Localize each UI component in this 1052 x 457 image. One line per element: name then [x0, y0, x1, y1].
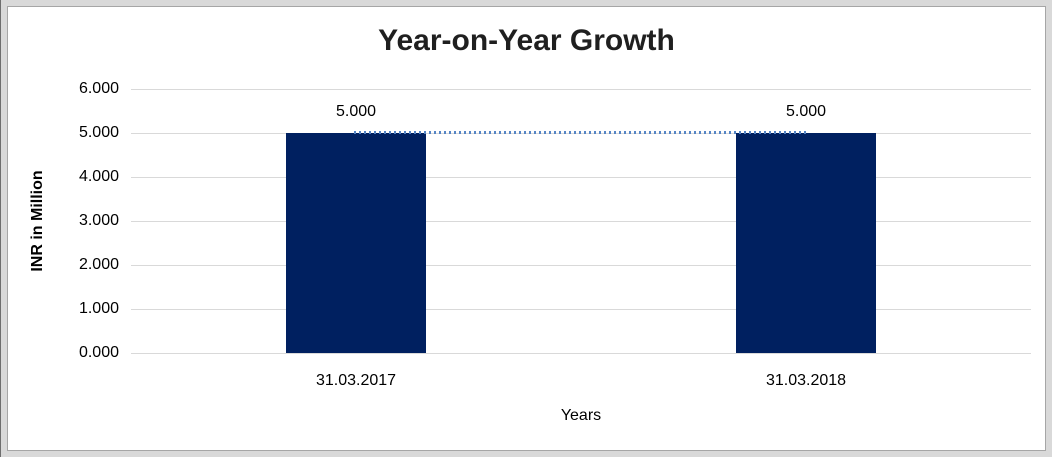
y-tick-label: 3.000: [78, 212, 119, 229]
dotted-trendline: [354, 131, 808, 134]
x-category-label: 31.03.2017: [315, 372, 397, 389]
y-tick-label: 6.000: [78, 80, 119, 97]
y-tick-label: 1.000: [78, 300, 119, 317]
gridline: [131, 265, 1031, 266]
y-tick-label: 5.000: [78, 124, 119, 141]
bar-31.03.2017: [286, 133, 426, 353]
y-tick-label: 4.000: [78, 168, 119, 185]
chart-title: Year-on-Year Growth: [378, 24, 675, 57]
y-tick-label: 2.000: [78, 256, 119, 273]
bar-31.03.2018: [736, 133, 876, 353]
x-axis-title: Years: [560, 407, 602, 424]
chart-canvas: Year-on-Year Growth INR in Million 6.000…: [7, 6, 1046, 451]
gridline: [131, 309, 1031, 310]
gridline: [131, 353, 1031, 354]
bar-data-label: 5.000: [785, 103, 827, 120]
gridline: [131, 89, 1031, 90]
gridline: [131, 177, 1031, 178]
x-category-label: 31.03.2018: [765, 372, 847, 389]
plot-area: 5.000 5.000: [131, 89, 1031, 354]
bar-data-label: 5.000: [335, 103, 377, 120]
gridline: [131, 221, 1031, 222]
y-tick-label: 0.000: [78, 344, 119, 361]
